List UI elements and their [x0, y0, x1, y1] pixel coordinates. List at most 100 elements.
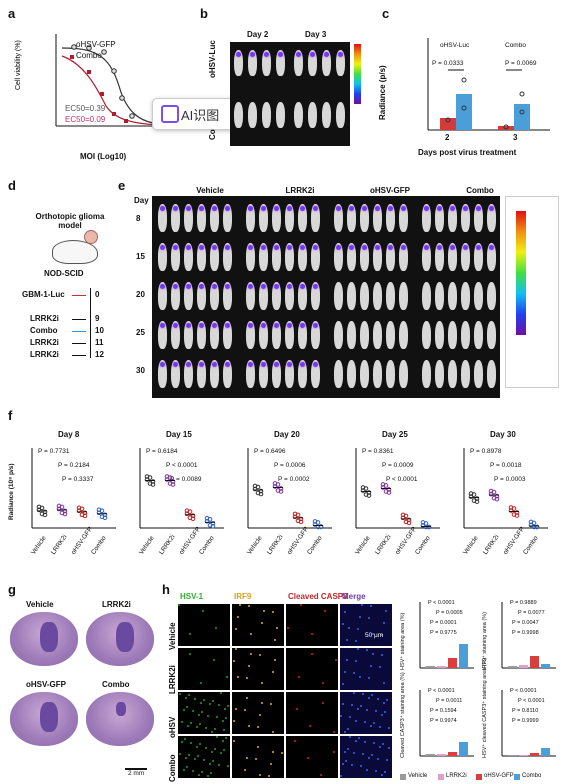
data-point [167, 475, 173, 480]
p-value: P = 0.9775 [430, 630, 457, 636]
p-value: P < 0.0001 [428, 688, 455, 694]
staining-bar-chart [501, 690, 556, 757]
tumor-region [40, 622, 58, 652]
colorbar [354, 44, 361, 104]
timeline-day: 0 [95, 290, 100, 299]
legend-swatch [476, 774, 482, 780]
viability-chart: Cell viability (%) [15, 34, 164, 127]
p-value: P < 0.0001 [428, 600, 455, 606]
bar [519, 665, 528, 668]
mouse-image [298, 321, 307, 349]
pval-c1: P = 0.0333 [432, 60, 464, 67]
mouse-image [448, 360, 457, 388]
p-value: P = 0.8361 [362, 448, 394, 455]
data-point [255, 484, 261, 490]
data-point [150, 482, 156, 487]
dot-plot [31, 448, 116, 529]
arrow-icon [72, 331, 86, 332]
p-value: P = 0.0009 [382, 462, 414, 469]
data-point [147, 475, 153, 480]
mouse-image [360, 204, 369, 232]
timeline-day: 10 [95, 326, 104, 335]
panel-f-label: f [8, 408, 13, 423]
day-header: Day [134, 196, 149, 205]
mouse-image [422, 360, 431, 388]
bar [508, 666, 517, 668]
data-point [366, 490, 372, 495]
mouse-image [448, 321, 457, 349]
bar [530, 753, 539, 756]
channel-label: IRF9 [234, 592, 252, 601]
mouse-image [184, 282, 193, 310]
mouse-image [184, 204, 193, 232]
mouse-image [171, 204, 180, 232]
p-value: P = 0.9998 [512, 630, 539, 636]
data-point [210, 524, 216, 529]
data-point [494, 493, 500, 499]
legend-luc: oHSV-Luc [440, 42, 470, 49]
legend-swatch [400, 774, 406, 780]
mouse-image [285, 321, 294, 349]
mouse-image [294, 50, 303, 76]
group-2: 2 [445, 133, 450, 142]
mouse-image [322, 50, 331, 76]
mouse-image [197, 204, 206, 232]
mouse-image [259, 360, 268, 388]
row-label: Vehicle [168, 622, 177, 650]
data-point [312, 522, 318, 527]
fluorescence-image [232, 736, 284, 778]
data-point [363, 486, 369, 491]
bar [541, 748, 550, 756]
panel-h-label: h [162, 582, 170, 597]
dot-plot [463, 448, 548, 530]
mouse-image [334, 243, 343, 271]
mouse-image [298, 360, 307, 388]
axis-label: Cell viability (%) [15, 40, 22, 90]
mouse-image [197, 282, 206, 310]
tumor-region [116, 702, 126, 716]
data-point [275, 482, 281, 487]
fluorescence-image [286, 604, 338, 646]
data-point [164, 477, 170, 482]
timeline-event: LRRK2i [30, 350, 59, 359]
panel-a-label: a [8, 6, 16, 21]
chart-ylabel: HSV⁺ staining area (%) [400, 612, 406, 670]
staining-bar-chart [419, 602, 474, 669]
mouse-image [171, 282, 180, 310]
mouse-image [399, 204, 408, 232]
bli-panel-b [230, 42, 350, 146]
mouse-image [272, 204, 281, 232]
mouse-image [474, 321, 483, 349]
p-value: P = 0.0089 [170, 476, 202, 483]
timeline-event: Combo [30, 326, 58, 335]
category-label: Combo [90, 534, 108, 557]
data-point [59, 504, 65, 510]
mouse-image [322, 102, 331, 128]
mouse-image [272, 360, 281, 388]
mouse-image [223, 282, 232, 310]
mouse-image [347, 282, 356, 310]
data-point [79, 506, 85, 512]
timeline-event: GBM-1-Luc [22, 290, 65, 299]
data-point [170, 479, 176, 484]
data-point [258, 491, 264, 497]
p-value: P < 0.0001 [510, 688, 537, 694]
mouse-image [334, 321, 343, 349]
chart-ylabel: Cleaved CASP3⁺ staining area (%) [400, 672, 406, 758]
data-point [150, 479, 156, 484]
mouse-image [308, 50, 317, 76]
mouse-image [360, 243, 369, 271]
panel-g-label: g [8, 582, 16, 597]
p-value: P < 0.0001 [518, 698, 545, 704]
timeline-line [90, 288, 91, 358]
panel-d-label: d [8, 178, 16, 193]
data-point [76, 508, 82, 514]
mouse-image [248, 102, 257, 128]
mouse-image [158, 204, 167, 232]
colorbar-e [516, 211, 526, 335]
fluorescence-image [340, 604, 392, 646]
brain-label: LRRK2i [102, 600, 131, 609]
category-label: Vehicle [354, 534, 372, 557]
bar [437, 666, 446, 668]
mouse-image [294, 102, 303, 128]
